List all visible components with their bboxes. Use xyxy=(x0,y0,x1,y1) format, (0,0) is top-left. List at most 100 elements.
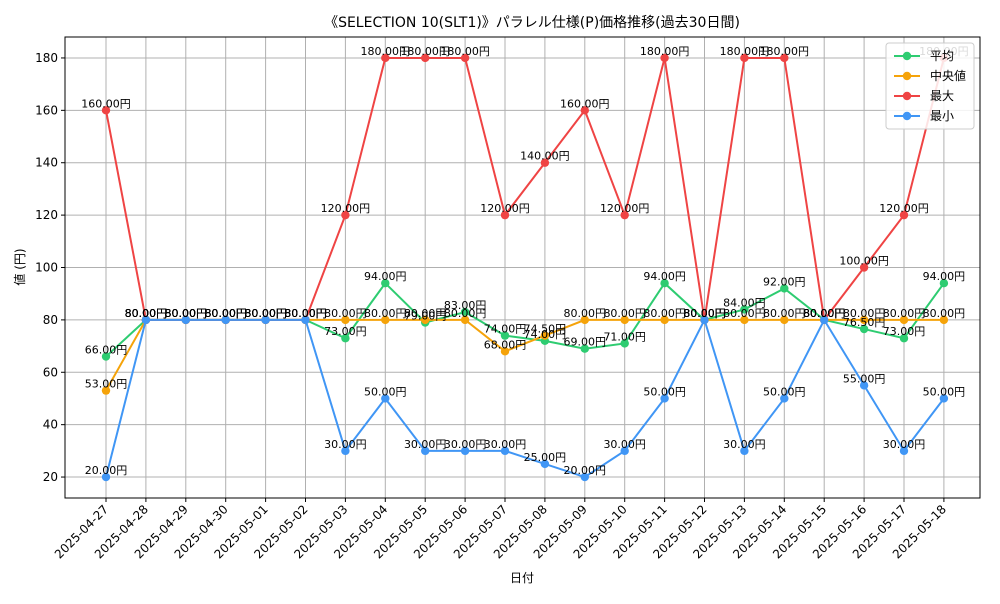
series-2 xyxy=(101,53,949,325)
data-label: 30.00円 xyxy=(444,438,487,451)
series-layer xyxy=(101,53,949,482)
data-label: 84.00円 xyxy=(723,296,766,309)
data-point xyxy=(141,315,151,325)
data-label: 25.00円 xyxy=(524,451,567,464)
data-point xyxy=(899,334,909,343)
data-label: 69.00円 xyxy=(564,336,607,349)
data-label: 53.00円 xyxy=(85,378,128,391)
data-label: 76.50円 xyxy=(843,316,886,329)
data-label: 50.00円 xyxy=(364,385,407,398)
data-label: 74.50円 xyxy=(524,323,567,336)
legend-label: 最小 xyxy=(930,109,954,123)
data-point xyxy=(460,307,470,317)
data-point xyxy=(859,315,869,325)
chart-title: 《SELECTION 10(SLT1)》パラレル仕様(P)価格推移(過去30日間… xyxy=(324,15,740,31)
data-point xyxy=(101,386,111,395)
data-point xyxy=(899,446,909,456)
data-point xyxy=(181,315,190,325)
data-label: 80.00円 xyxy=(803,307,846,320)
y-tick-label: 120 xyxy=(35,208,58,222)
data-point xyxy=(500,331,510,340)
data-label: 94.00円 xyxy=(643,270,686,283)
data-label: 80.00円 xyxy=(204,307,247,320)
data-point xyxy=(101,352,111,361)
data-label: 50.00円 xyxy=(763,385,806,398)
data-point xyxy=(381,394,390,403)
data-label: 140.00円 xyxy=(520,150,570,163)
legend-swatch-marker xyxy=(902,51,912,61)
data-label: 180.00円 xyxy=(720,45,770,58)
series-3 xyxy=(101,315,949,482)
legend-box xyxy=(885,42,975,130)
data-label: 80.00円 xyxy=(125,307,168,320)
data-label: 80.00円 xyxy=(324,307,367,320)
data-point xyxy=(580,315,589,325)
data-point xyxy=(899,315,909,325)
data-label: 83.00円 xyxy=(444,299,487,312)
data-point xyxy=(780,284,789,293)
data-point xyxy=(620,446,629,456)
data-label: 80.00円 xyxy=(843,307,886,320)
data-point xyxy=(101,472,111,482)
data-label: 100.00円 xyxy=(839,255,889,268)
data-label: 80.00円 xyxy=(204,307,247,320)
data-label: 180.00円 xyxy=(400,45,450,58)
data-label: 80.00円 xyxy=(923,307,966,320)
data-label: 80.00円 xyxy=(244,307,287,320)
data-label: 94.00円 xyxy=(364,270,407,283)
data-point xyxy=(740,53,749,63)
y-tick-label: 140 xyxy=(35,156,58,170)
legend-item: 中央値 xyxy=(894,68,966,83)
data-point xyxy=(620,210,629,220)
data-point xyxy=(540,459,550,469)
data-label: 80.00円 xyxy=(364,307,407,320)
data-label: 80.00円 xyxy=(763,307,806,320)
data-label: 80.00円 xyxy=(444,307,487,320)
data-point xyxy=(780,53,789,63)
data-label: 80.00円 xyxy=(125,307,168,320)
data-point xyxy=(740,446,749,456)
data-label: 80.00円 xyxy=(204,307,247,320)
data-label: 80.00円 xyxy=(165,307,208,320)
series-line xyxy=(105,317,945,479)
data-point xyxy=(660,53,669,63)
data-label: 80.00円 xyxy=(683,307,726,320)
data-label: 180.00円 xyxy=(361,45,411,58)
data-label: 20.00円 xyxy=(85,464,128,477)
data-label: 80.00円 xyxy=(165,307,208,320)
data-label: 30.00円 xyxy=(484,438,527,451)
data-label: 80.00円 xyxy=(564,307,607,320)
data-point xyxy=(500,210,510,220)
data-point xyxy=(580,106,589,115)
data-label: 20.00円 xyxy=(564,464,607,477)
y-axis: 20 40 60 80 100 120 140 160 180 xyxy=(35,51,65,484)
data-point xyxy=(780,394,789,403)
data-point xyxy=(381,279,390,288)
data-point xyxy=(101,106,111,115)
y-tick-label: 60 xyxy=(43,365,58,379)
data-label: 80.00円 xyxy=(404,307,447,320)
data-point xyxy=(341,210,350,220)
data-label: 73.00円 xyxy=(883,325,926,338)
data-label: 55.00円 xyxy=(843,372,886,385)
data-label: 80.00円 xyxy=(244,307,287,320)
y-tick-label: 40 xyxy=(43,418,58,432)
data-label: 80.00円 xyxy=(723,307,766,320)
series-line xyxy=(105,56,945,323)
data-label: 80.00円 xyxy=(643,307,686,320)
data-label: 80.00円 xyxy=(244,307,287,320)
data-label: 30.00円 xyxy=(324,438,367,451)
data-label: 180.00円 xyxy=(440,45,490,58)
data-point xyxy=(859,381,869,390)
grid xyxy=(65,37,980,498)
data-label: 66.00円 xyxy=(85,344,128,357)
data-label: 120.00円 xyxy=(480,202,530,215)
data-point xyxy=(540,331,550,340)
data-point xyxy=(820,315,829,325)
data-label: 80.00円 xyxy=(165,307,208,320)
data-label: 80.00円 xyxy=(803,307,846,320)
data-label: 94.00円 xyxy=(923,270,966,283)
data-label: 80.00円 xyxy=(284,307,327,320)
